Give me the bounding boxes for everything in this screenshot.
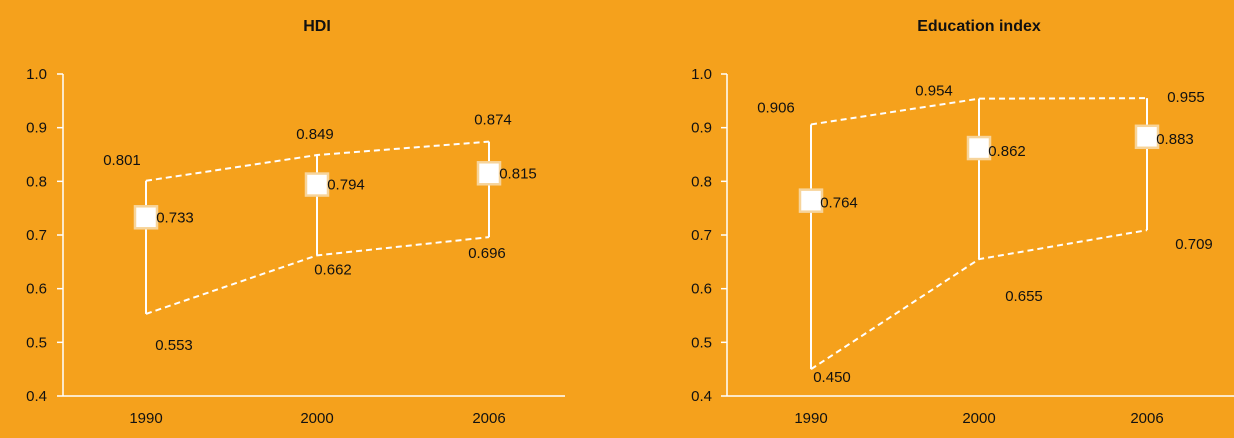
x-tick-label: 2000: [300, 410, 333, 427]
max-value-label: 0.906: [757, 99, 795, 116]
x-tick-label: 2006: [472, 410, 505, 427]
chart-title: HDI: [303, 18, 331, 35]
y-tick-label: 0.7: [691, 227, 712, 244]
x-tick-label: 1990: [794, 410, 827, 427]
x-tick-label: 2006: [1130, 410, 1163, 427]
avg-marker-2000: [304, 172, 330, 197]
y-tick-label: 0.6: [26, 281, 47, 298]
min-value-label: 0.709: [1175, 236, 1213, 253]
min-line: [145, 236, 490, 315]
y-tick-label: 0.4: [26, 388, 47, 405]
x-tick-label: 2000: [962, 410, 995, 427]
max-value-label: 0.954: [915, 83, 953, 100]
avg-marker-2006: [476, 161, 502, 186]
max-value-label: 0.874: [474, 112, 512, 129]
chart-title: Education index: [917, 18, 1041, 35]
y-tick-label: 0.8: [26, 173, 47, 190]
max-line: [810, 97, 1148, 126]
min-value-label: 0.450: [813, 369, 851, 386]
hdi-chart: HDI 0.4 0.5 0.6 0.7 0.8 0.9 1.0 1990 2000 2006 0.80…: [26, 18, 565, 427]
y-tick-label: 0.7: [26, 227, 47, 244]
max-line: [145, 140, 490, 182]
y-tick-label: 0.5: [26, 334, 47, 351]
min-value-label: 0.655: [1005, 288, 1043, 305]
avg-value-label: 0.883: [1156, 131, 1194, 148]
avg-value-label: 0.764: [820, 195, 858, 212]
avg-value-label: 0.815: [499, 165, 537, 182]
y-tick-label: 0.9: [691, 120, 712, 137]
min-value-label: 0.696: [468, 245, 506, 262]
x-tick-label: 1990: [129, 410, 162, 427]
education-index-chart: Education index 0.4 0.5 0.6 0.7 0.8 0.9 1.0 1990…: [691, 18, 1234, 427]
max-value-label: 0.801: [103, 152, 141, 169]
avg-marker-1990: [798, 188, 824, 213]
min-value-label: 0.662: [314, 261, 352, 278]
min-value-label: 0.553: [155, 337, 193, 354]
avg-value-label: 0.733: [156, 209, 194, 226]
y-tick-label: 1.0: [691, 66, 712, 83]
y-tick-label: 1.0: [26, 66, 47, 83]
y-tick-label: 0.5: [691, 334, 712, 351]
avg-marker-2006: [1134, 124, 1160, 150]
avg-value-label: 0.794: [327, 177, 365, 194]
max-value-label: 0.955: [1167, 89, 1205, 106]
y-tick-label: 0.6: [691, 281, 712, 298]
avg-marker-1990: [133, 205, 159, 230]
min-line: [810, 229, 1148, 371]
y-tick-label: 0.9: [26, 120, 47, 137]
avg-value-label: 0.862: [988, 143, 1026, 160]
y-tick-label: 0.4: [691, 388, 712, 405]
max-value-label: 0.849: [296, 126, 334, 143]
y-tick-label: 0.8: [691, 173, 712, 190]
avg-marker-2000: [966, 135, 992, 161]
